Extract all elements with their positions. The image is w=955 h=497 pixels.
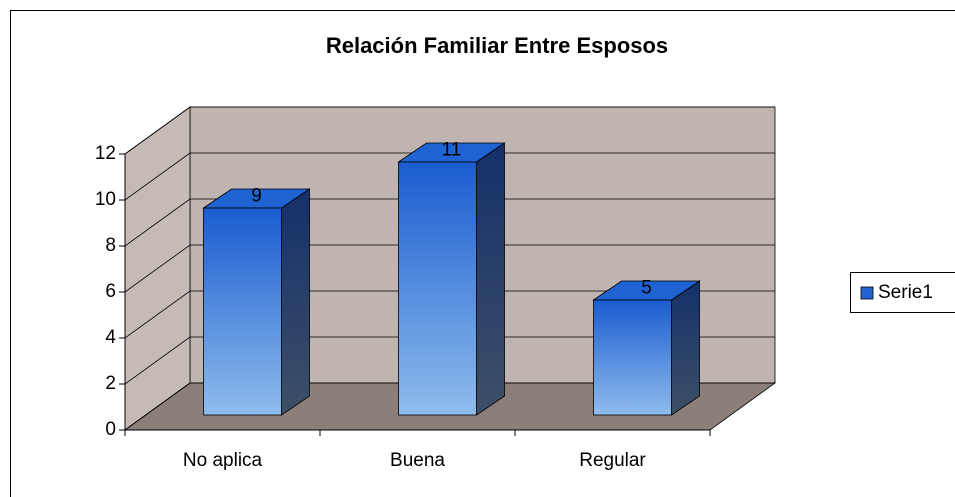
grid-line [124, 244, 775, 293]
y-tick-label: 4 [105, 327, 116, 348]
y-tick-label: 0 [105, 419, 116, 440]
y-tick-label: 8 [105, 235, 116, 256]
grid-line [124, 290, 775, 339]
grid-line [124, 106, 775, 155]
bar-front [203, 207, 282, 416]
bar-side [671, 280, 700, 416]
grid-line [124, 382, 775, 431]
y-tick-label: 2 [105, 373, 116, 394]
bar [397, 142, 506, 416]
value-label: 11 [442, 140, 462, 161]
bar-front [398, 161, 477, 416]
y-tick-label: 6 [105, 281, 116, 302]
bar-side [476, 142, 505, 416]
grid-line [124, 198, 775, 247]
bar-front [593, 299, 672, 416]
chart-title: Relación Familiar Entre Esposos [326, 33, 668, 58]
bar [592, 280, 701, 416]
y-tick-label: 12 [95, 143, 116, 164]
legend-label: Serie1 [878, 282, 933, 303]
grid-line [124, 152, 775, 201]
bar-side [281, 188, 310, 416]
x-tick-label: No aplica [183, 450, 263, 471]
value-label: 5 [641, 278, 652, 299]
x-tick-label: Buena [390, 450, 445, 471]
x-tick-label: Regular [579, 450, 646, 471]
bar [202, 188, 311, 416]
legend-swatch [860, 286, 874, 300]
grid-line [124, 336, 775, 385]
y-tick-label: 10 [95, 189, 116, 210]
value-label: 9 [251, 186, 262, 207]
